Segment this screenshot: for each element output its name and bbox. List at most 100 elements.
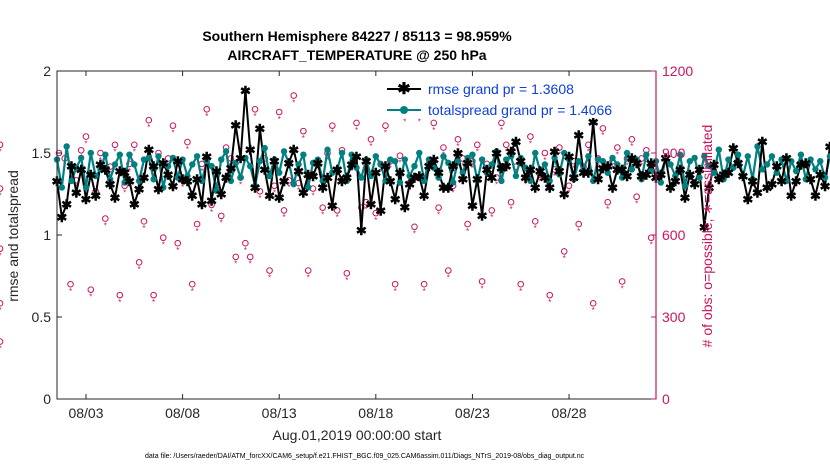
rmse-point: ✱ — [245, 143, 256, 158]
obs-assimilated-point: * — [365, 205, 368, 214]
totalspread-point — [77, 154, 85, 162]
rmse-point: ✱ — [757, 135, 768, 150]
rmse-point: ✱ — [153, 182, 164, 197]
y-axis-right: 0 300 600 900 1200 — [651, 63, 693, 407]
obs-possible-point — [329, 122, 336, 129]
rmse-point: ✱ — [317, 180, 328, 195]
obs-assimilated-point: * — [268, 273, 271, 282]
totalspread-point — [604, 169, 611, 176]
legend-rmse-marker: ✱ — [397, 81, 410, 98]
obs-assimilated-point: * — [104, 221, 107, 230]
totalspread-point — [348, 151, 355, 158]
rmse-point: ✱ — [351, 149, 362, 164]
obs-possible-point — [116, 291, 124, 299]
obs-possible-point — [0, 185, 4, 192]
rmse-point: ✱ — [216, 187, 227, 202]
obs-possible-point — [464, 220, 471, 228]
obs-assimilated-point: * — [311, 191, 314, 200]
rmse-point: ✱ — [293, 164, 304, 179]
obs-possible-point — [174, 239, 182, 247]
obs-assimilated-point: * — [456, 142, 459, 151]
totalspread-point — [594, 156, 602, 163]
totalspread-point — [401, 156, 409, 163]
totalspread-point — [208, 162, 215, 170]
totalspread-point — [570, 176, 578, 183]
rmse-point: ✱ — [655, 167, 666, 182]
obs-possible-point — [411, 223, 418, 231]
totalspread-point — [739, 172, 747, 180]
obs-assimilated-point: * — [630, 142, 633, 151]
totalspread-point — [599, 158, 607, 165]
totalspread-point — [425, 156, 433, 163]
y-left-tick-label: 1.5 — [32, 145, 52, 161]
rmse-point: ✱ — [723, 166, 734, 181]
totalspread-point — [126, 151, 133, 158]
totalspread-point — [184, 172, 191, 180]
rmse-point: ✱ — [626, 151, 637, 166]
rmse-point: ✱ — [56, 210, 67, 225]
rmse-point: ✱ — [593, 172, 604, 187]
rmse-point: ✱ — [385, 174, 396, 189]
rmse-point: ✱ — [530, 180, 541, 195]
rmse-point: ✱ — [733, 156, 744, 171]
totalspread-point — [715, 146, 722, 153]
rmse-point: ✱ — [506, 144, 517, 159]
totalspread-point — [662, 154, 669, 162]
rmse-point: ✱ — [564, 149, 575, 164]
rmse-point: ✱ — [274, 190, 285, 205]
obs-assimilated-point: * — [162, 241, 165, 250]
rmse-point: ✱ — [486, 171, 497, 186]
rmse-point: ✱ — [134, 182, 145, 197]
obs-assimilated-point: * — [244, 246, 247, 255]
totalspread-point — [58, 184, 66, 191]
rmse-point: ✱ — [457, 172, 468, 187]
obs-assimilated-point: * — [369, 142, 372, 151]
totalspread-point — [276, 169, 283, 176]
obs-assimilated-point: * — [500, 126, 503, 135]
totalspread-point — [536, 167, 544, 175]
obs-assimilated-point: * — [601, 131, 604, 140]
totalspread-point — [493, 148, 500, 155]
rmse-point: ✱ — [192, 172, 203, 187]
rmse-point: ✱ — [689, 177, 700, 192]
rmse-point: ✱ — [781, 151, 792, 166]
obs-assimilated-point: * — [616, 150, 619, 159]
rmse-point: ✱ — [467, 198, 478, 213]
rmse-point: ✱ — [375, 203, 386, 218]
totalspread-point — [821, 174, 829, 181]
obs-assimilated-point: * — [69, 287, 72, 296]
totalspread-point — [817, 158, 824, 165]
totalspread-point — [749, 176, 756, 183]
totalspread-point — [116, 151, 123, 158]
rmse-point: ✱ — [361, 154, 372, 169]
obs-possible-point — [280, 207, 288, 214]
obs-possible-point — [560, 248, 568, 255]
obs-assimilated-point: * — [476, 148, 479, 157]
totalspread-point — [135, 177, 143, 185]
totalspread-point — [744, 153, 751, 160]
rmse-point: ✱ — [182, 174, 193, 189]
obs-assimilated-point: * — [152, 298, 155, 307]
rmse-point: ✱ — [684, 167, 695, 182]
obs-assimilated-point: * — [123, 189, 126, 198]
obs-possible-point — [184, 138, 191, 146]
totalspread-point — [309, 159, 317, 167]
totalspread-point — [150, 176, 157, 183]
obs-possible-point — [391, 280, 399, 288]
obs-possible-point — [140, 218, 148, 225]
obs-assimilated-point: * — [113, 148, 116, 157]
rmse-point: ✱ — [568, 171, 579, 186]
obs-assimilated-point: * — [171, 129, 174, 138]
rmse-point: ✱ — [322, 171, 333, 186]
obs-possible-point — [454, 136, 462, 143]
obs-assimilated-point: * — [625, 161, 628, 170]
totalspread-point — [411, 162, 418, 170]
obs-assimilated-point: * — [495, 180, 498, 189]
rmse-point: ✱ — [337, 174, 348, 189]
obs-assimilated-point: * — [524, 180, 527, 189]
x-tick-label: 08/03 — [68, 405, 103, 421]
rmse-point: ✱ — [520, 171, 531, 186]
obs-possible-point — [333, 207, 341, 214]
obs-assimilated-point: * — [505, 148, 508, 157]
totalspread-point — [647, 167, 655, 175]
